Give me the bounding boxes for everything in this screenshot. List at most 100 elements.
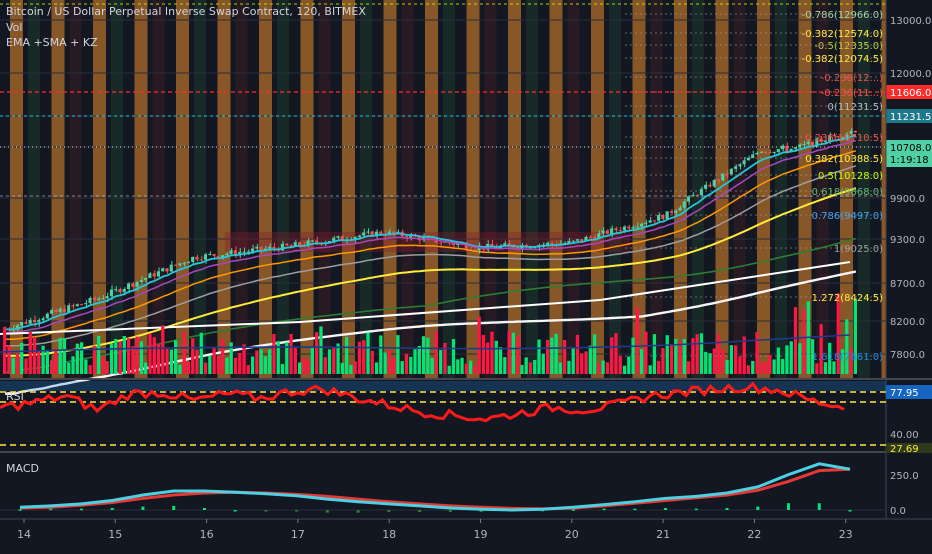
volume-bar [554,333,558,374]
macd-hist-bar [110,507,114,510]
candle [58,308,62,312]
fib-label: -0.236(11...) [821,88,883,99]
volume-bar [558,362,563,374]
volume-bar [3,327,7,374]
candle [131,283,135,287]
volume-bar [387,349,392,374]
macd-hist-bar [18,509,22,511]
fib-label: -0.5(12335.0) [814,41,883,52]
ema-fast-line [5,134,857,331]
time-tick: 18 [382,528,396,541]
macd-hist-bar [202,507,206,510]
candle [178,263,182,266]
volume-bar [665,335,669,374]
volume-bar [592,334,597,374]
volume-bar [524,357,528,374]
candle [652,220,656,222]
volume-bar [32,337,37,374]
candle [661,215,665,220]
volume-bar [285,342,289,374]
candle [776,149,780,152]
candle [742,160,746,165]
volume-bar [195,349,199,374]
candle [340,236,344,240]
volume-bar [421,336,426,374]
macd-signal-line [19,467,851,511]
volume-bar [618,355,622,374]
candle [828,135,832,142]
volume-bar [45,350,50,374]
candle [24,322,28,324]
volume-bar [79,342,84,374]
fib-label: -0.236(12...) [821,73,883,84]
volume-bar [849,349,853,374]
macd-hist-bar [664,507,668,510]
volume-bar [451,339,456,374]
candle [246,251,250,253]
candle [182,263,186,265]
candle [32,319,36,323]
macd-title: MACD [6,462,39,475]
candle [285,243,289,246]
candle [806,141,810,144]
volume-bar [126,338,131,374]
volume-bar [759,362,763,374]
candle [268,246,272,249]
volume-bar [682,338,686,374]
price-axis-bg [886,0,932,378]
candle [426,237,430,239]
candle [751,154,755,158]
macd-hist-bar [79,508,83,511]
macd-hist-bar [448,510,452,513]
candle [451,243,455,246]
candle [105,296,109,299]
candle [71,305,75,307]
candle [793,147,797,149]
volume-bar [537,339,541,374]
macd-tick: 250.0 [890,471,919,482]
fib-label: 0.786(9497.0) [812,211,884,222]
candle [152,273,156,277]
volume-bar [712,348,716,374]
candle [528,247,532,249]
volume-bar [374,362,379,374]
volume-bar [396,335,400,374]
volume-bar [644,331,648,374]
candle [109,289,113,297]
candle [306,240,310,246]
volume-bar [516,336,520,374]
candle [15,325,19,330]
time-tick: 15 [108,528,122,541]
candle [84,303,88,305]
candle [464,244,468,250]
candle [639,223,644,227]
volume-bar [105,361,109,374]
candle [798,144,802,148]
candle [789,148,793,152]
time-tick: 14 [17,528,31,541]
volume-bar [353,361,357,374]
candle [310,240,314,242]
volume-bar [221,339,225,374]
candle [97,298,101,300]
volume-bar [75,343,79,374]
volume-bar [669,343,674,374]
volume-bar [109,343,114,374]
candle [191,256,195,262]
volume-bar [648,365,652,374]
candle [195,256,199,260]
volume-bar [20,342,24,374]
volume-bar [768,355,772,374]
macd-hist-bar [571,509,575,511]
volume-bar [88,365,92,374]
macd-hist-bar [141,506,145,510]
volume-bar [708,353,712,374]
volume-bar [148,333,152,374]
volume-bar [268,349,272,374]
volume-bar [203,362,208,374]
candle [763,151,768,153]
volume-bar [238,352,242,374]
volume-bar [490,331,494,374]
volume-bar [327,349,332,374]
